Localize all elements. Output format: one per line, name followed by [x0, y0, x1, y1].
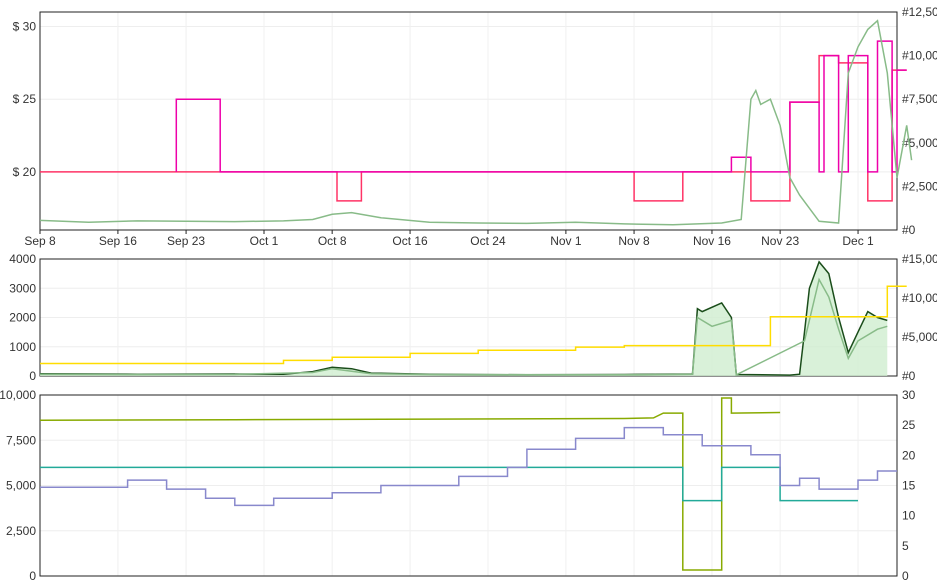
- y-left-tick-label: $ 25: [13, 92, 37, 106]
- y-right-tick-label: #12,500: [902, 5, 937, 19]
- y-right-tick-label: #0: [902, 223, 916, 237]
- series-line-volume: [39, 260, 888, 376]
- volume-chart-panel: 0 1000 2000 3000 4000 #0 #5,000 #10,000 #15,000: [9, 252, 937, 383]
- y-right-tick-label: 20: [902, 448, 916, 462]
- y-right-tick-label: #2,500: [902, 179, 937, 193]
- x-tick-label: Oct 1: [250, 234, 279, 248]
- plot-frame: [39, 11, 898, 231]
- y-right-tick-label: #5,000: [902, 136, 937, 150]
- y-right-tick-label: 25: [902, 418, 916, 432]
- y-left-tick-label: 2000: [9, 311, 36, 325]
- price-chart-panel: $ 20 $ 25 $ 30 #0 #2,500 #5,000 #7,500 #10,000 #…: [13, 5, 937, 248]
- series-line-volume-average: [39, 277, 888, 376]
- y-left-tick-label: 0: [29, 569, 36, 583]
- x-tick-label: Oct 16: [392, 234, 428, 248]
- y-right-tick-label: 15: [902, 479, 916, 493]
- y-right-tick-label: 30: [902, 388, 916, 402]
- x-tick-label: Nov 8: [618, 234, 650, 248]
- y-right-tick-label: #5,000: [902, 330, 937, 344]
- series-line-olive-line: [39, 397, 781, 571]
- y-right-tick-label: #0: [902, 369, 916, 383]
- y-left-tick-label: 7,500: [6, 433, 36, 447]
- x-tick-label: Nov 16: [693, 234, 731, 248]
- series-line-price-spikes: [175, 40, 907, 173]
- y-right-tick-label: #15,000: [902, 252, 937, 266]
- y-left-tick-label: $ 30: [13, 20, 37, 34]
- x-tick-label: Dec 1: [842, 234, 874, 248]
- series-line-cumulative: [40, 285, 907, 365]
- series-line-purple-steps: [40, 426, 897, 507]
- x-tick-label: Sep 8: [24, 234, 56, 248]
- x-tick-label: Nov 1: [550, 234, 582, 248]
- y-left-tick-label: $ 20: [13, 165, 37, 179]
- series-line-teal-line: [40, 466, 858, 502]
- y-right-tick-label: 0: [902, 569, 909, 583]
- y-left-tick-label: 3000: [9, 281, 36, 295]
- y-left-tick-label: 4000: [9, 252, 36, 266]
- series-area-volume: [40, 261, 888, 376]
- y-left-tick-label: 0: [29, 369, 36, 383]
- y-right-tick-label: #10,000: [902, 49, 937, 63]
- y-left-tick-label: 10,000: [0, 388, 36, 402]
- stats-chart-panel: 0 2,500 5,000 7,500 10,000 0 5 10 15 20 25 30: [0, 388, 916, 583]
- x-tick-label: Oct 24: [470, 234, 506, 248]
- plot-frame: [39, 394, 898, 577]
- y-right-tick-label: 10: [902, 509, 916, 523]
- y-left-tick-label: 1000: [9, 340, 36, 354]
- y-left-tick-label: 2,500: [6, 524, 36, 538]
- series-line-price: [40, 54, 907, 202]
- x-tick-label: Oct 8: [318, 234, 347, 248]
- y-right-tick-label: 5: [902, 539, 909, 553]
- y-right-tick-label: #10,000: [902, 291, 937, 305]
- series-line-count: [39, 19, 913, 226]
- x-tick-label: Nov 23: [761, 234, 799, 248]
- y-left-tick-label: 5,000: [6, 479, 36, 493]
- x-tick-label: Sep 23: [167, 234, 205, 248]
- y-right-tick-label: #7,500: [902, 92, 937, 106]
- x-tick-label: Sep 16: [99, 234, 137, 248]
